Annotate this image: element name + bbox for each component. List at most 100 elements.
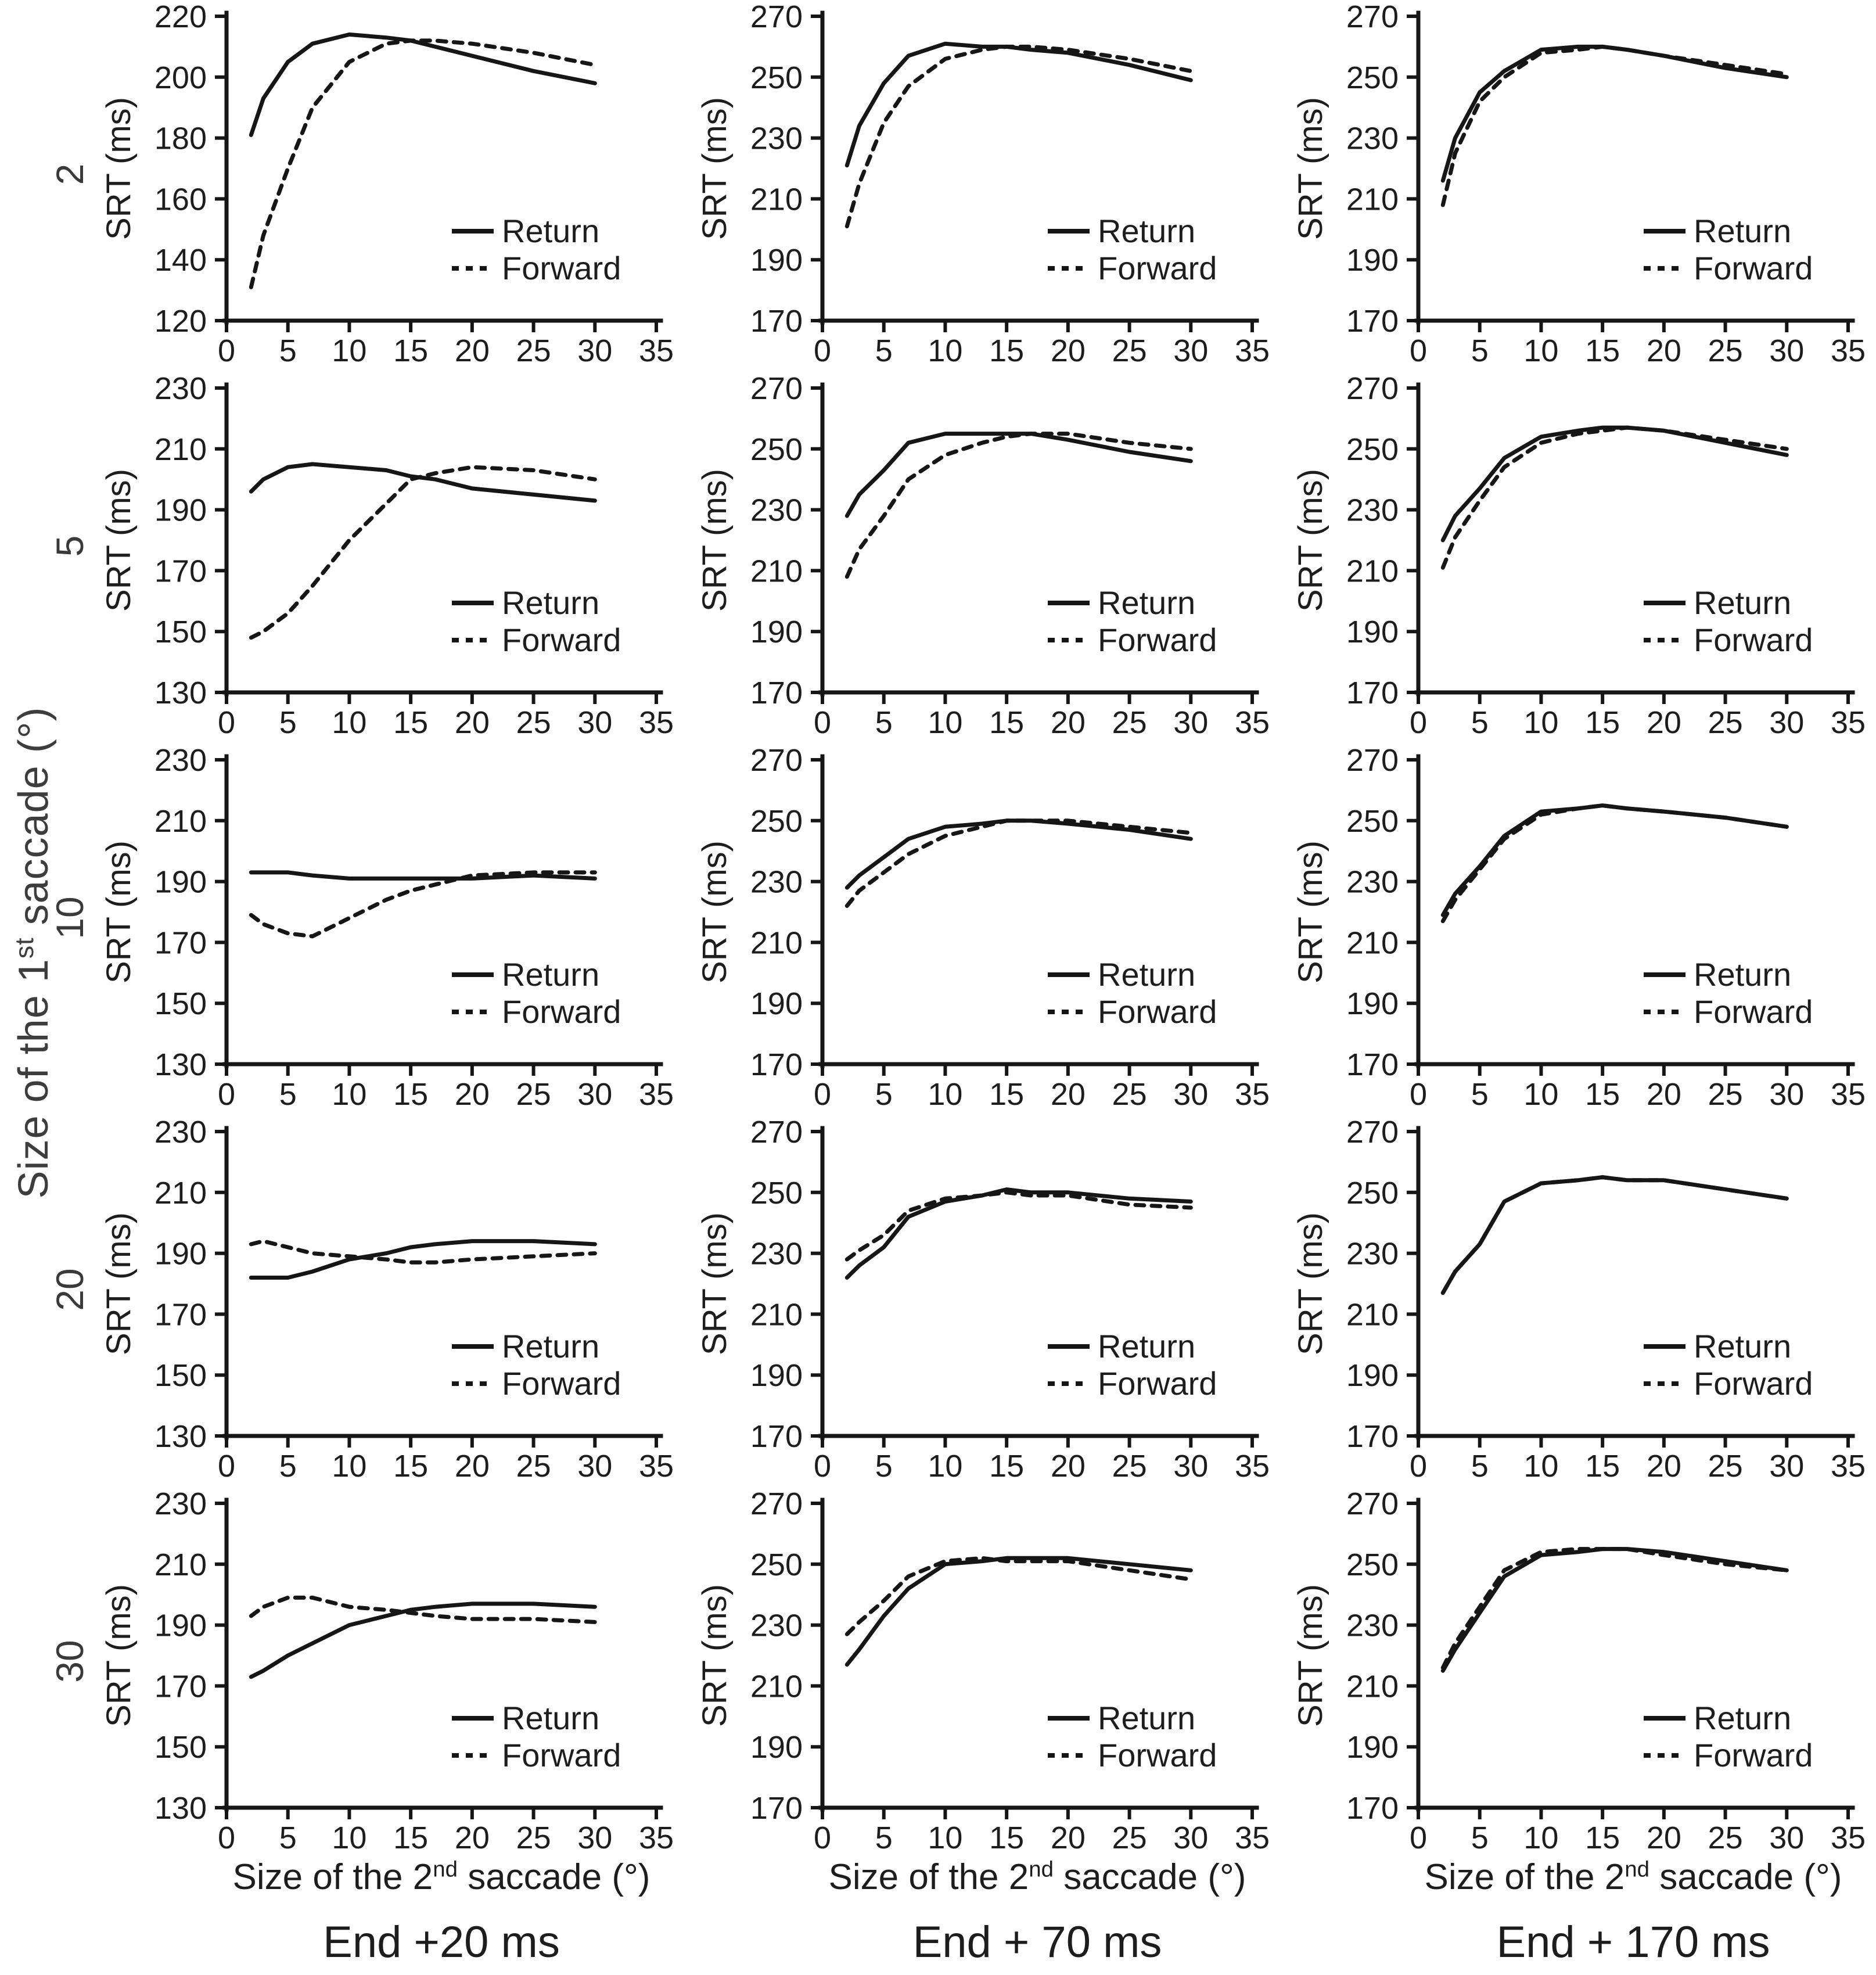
row-label-2: 2 [48,163,91,185]
legend-forward-label: Forward [1098,250,1217,286]
forward-curve [249,1595,597,1624]
forward-curve [1440,425,1789,570]
legend-forward-label: Forward [502,1365,621,1402]
y-tick-label: 190 [1346,615,1399,649]
legend-forward-label: Forward [1694,993,1813,1030]
subplot-r2-c3: 170 190 210 230 250 270 0 5 10 15 20 25 30 35 SRT (ms)… [1292,372,1866,740]
x-tick-label: 10 [332,1449,366,1484]
x-tick-label: 30 [1173,1820,1208,1855]
x-tick-label: 10 [1523,705,1558,740]
x-tick-label: 10 [928,333,962,368]
y-tick-label: 270 [1346,1115,1399,1150]
x-tick-label: 25 [1708,705,1743,740]
subplot-r2-c2: 170 190 210 230 250 270 0 5 10 15 20 25 30 35 SRT (ms)… [696,372,1270,740]
legend-forward-label: Forward [502,622,621,658]
y-tick-label: 190 [750,986,803,1021]
x-tick-label: 35 [1831,705,1866,740]
x-axis-title-col2: Size of the 2nd saccade (°) [829,1857,1246,1898]
legend-return-label: Return [1694,1700,1791,1736]
y-tick-label: 190 [750,1730,803,1765]
y-tick-label: 230 [1346,493,1399,528]
x-tick-label: 0 [1410,333,1427,368]
y-axis-label: SRT (ms) [1292,97,1329,240]
y-tick-label: 170 [154,925,207,960]
x-tick-label: 5 [875,1820,893,1855]
legend-return-label: Return [1694,213,1791,249]
x-tick-label: 15 [393,1820,428,1855]
x-axis-title-unit: saccade (°) [457,1857,651,1897]
x-tick-label: 5 [1471,705,1489,740]
y-axis-label: SRT (ms) [1292,469,1329,612]
y-axis-label: SRT (ms) [100,97,138,240]
legend-forward-label: Forward [1098,1737,1217,1773]
y-tick-label: 270 [750,1115,803,1150]
x-axis: 0 5 10 15 20 25 30 35 [814,692,1270,740]
y-axis: 130 150 170 190 210 230 [154,1115,227,1454]
x-tick-label: 30 [1173,1449,1208,1484]
legend-return-label: Return [502,1328,599,1364]
y-axis: 130 150 170 190 210 230 [154,372,227,710]
x-tick-label: 10 [1523,1449,1558,1484]
y-tick-label: 270 [1346,0,1399,34]
legend-return-label: Return [1098,1328,1195,1364]
legend-return-label: Return [1098,1700,1195,1736]
subplot-r2-c1: 130 150 170 190 210 230 0 5 10 15 20 25 30 35 SRT (ms)… [100,372,674,740]
x-axis-title-col3: Size of the 2nd saccade (°) [1425,1857,1842,1898]
y-tick-label: 230 [154,1115,207,1150]
x-tick-label: 20 [1647,1077,1681,1112]
x-tick-label: 10 [332,1077,366,1112]
x-tick-label: 35 [1831,1077,1866,1112]
legend-forward-label: Forward [502,993,621,1030]
legend-return-label: Return [502,584,599,621]
x-tick-label: 15 [989,1449,1024,1484]
forward-curve [1440,803,1789,924]
x-tick-label: 25 [1112,1449,1147,1484]
x-tick-label: 25 [1708,333,1743,368]
y-axis-label: SRT (ms) [1292,1212,1329,1355]
y-tick-label: 130 [154,1791,207,1826]
x-tick-label: 5 [279,705,297,740]
x-tick-label: 15 [393,1449,428,1484]
return-curve [1440,1175,1789,1295]
subplot-r5-c1: 130 150 170 190 210 230 0 5 10 15 20 25 30 35 SRT (ms)… [100,1487,674,1855]
y-tick-label: 190 [154,865,207,900]
x-tick-label: 30 [577,333,612,368]
y-tick-label: 230 [154,372,207,406]
x-tick-label: 25 [516,1449,551,1484]
global-y-axis-label-sup: st [10,937,39,959]
x-tick-label: 20 [455,1820,490,1855]
return-curve [1440,803,1789,917]
y-tick-label: 210 [1346,1669,1399,1704]
x-tick-label: 5 [875,333,893,368]
legend-return-label: Return [1694,584,1791,621]
y-tick-label: 140 [154,243,207,278]
return-curve [844,41,1193,168]
y-tick-label: 190 [750,615,803,649]
x-tick-label: 20 [455,333,490,368]
x-tick-label: 35 [1235,705,1270,740]
y-tick-label: 230 [750,865,803,900]
forward-curve [844,818,1193,908]
x-tick-label: 30 [1769,333,1804,368]
x-tick-label: 25 [1708,1077,1743,1112]
return-curve [1440,1547,1789,1673]
axes [1414,1498,1855,1812]
x-axis: 0 5 10 15 20 25 30 35 [1410,692,1866,740]
row-label-20: 20 [48,1268,91,1311]
y-tick-label: 130 [154,1419,207,1454]
y-tick-label: 250 [1346,804,1399,839]
column-caption-end-70ms: End + 70 ms [912,1917,1162,1967]
forward-curve [844,432,1193,579]
x-tick-label: 35 [1235,1077,1270,1112]
forward-curve [249,38,597,289]
x-axis: 0 5 10 15 20 25 30 35 [218,1808,674,1855]
x-tick-label: 35 [1831,1449,1866,1484]
y-tick-label: 150 [154,1358,207,1393]
x-tick-label: 35 [639,1449,674,1484]
